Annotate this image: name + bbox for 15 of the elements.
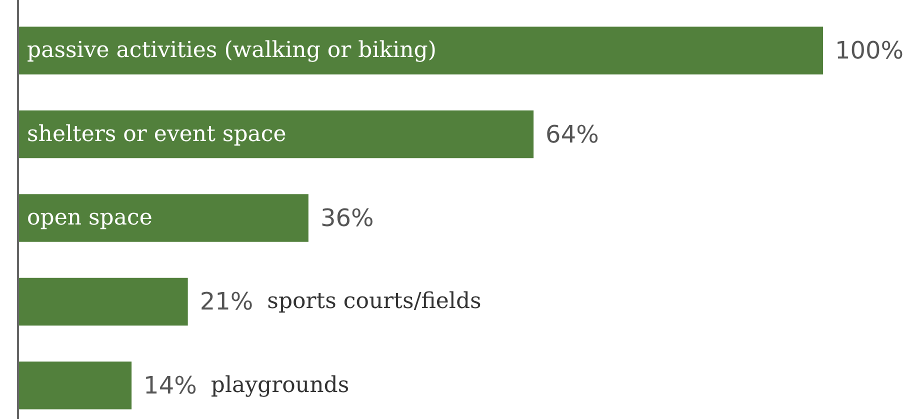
- data-label: 14%: [144, 371, 197, 400]
- bar: [19, 278, 188, 326]
- data-label: 100%: [835, 36, 904, 65]
- data-label: 21%: [200, 288, 254, 316]
- y-tick-label: sports courts/fields: [267, 289, 482, 314]
- data-label: 36%: [320, 204, 374, 232]
- y-tick-label: passive activities (walking or biking): [27, 38, 436, 64]
- bar: [19, 362, 132, 410]
- bar: [19, 26, 823, 74]
- y-tick-label: shelters or event space: [27, 122, 286, 147]
- data-label: 64%: [546, 120, 599, 148]
- bar: [19, 110, 534, 158]
- bar: [19, 194, 308, 242]
- y-tick-label: open space: [27, 206, 152, 230]
- y-tick-label: playgrounds: [210, 372, 350, 398]
